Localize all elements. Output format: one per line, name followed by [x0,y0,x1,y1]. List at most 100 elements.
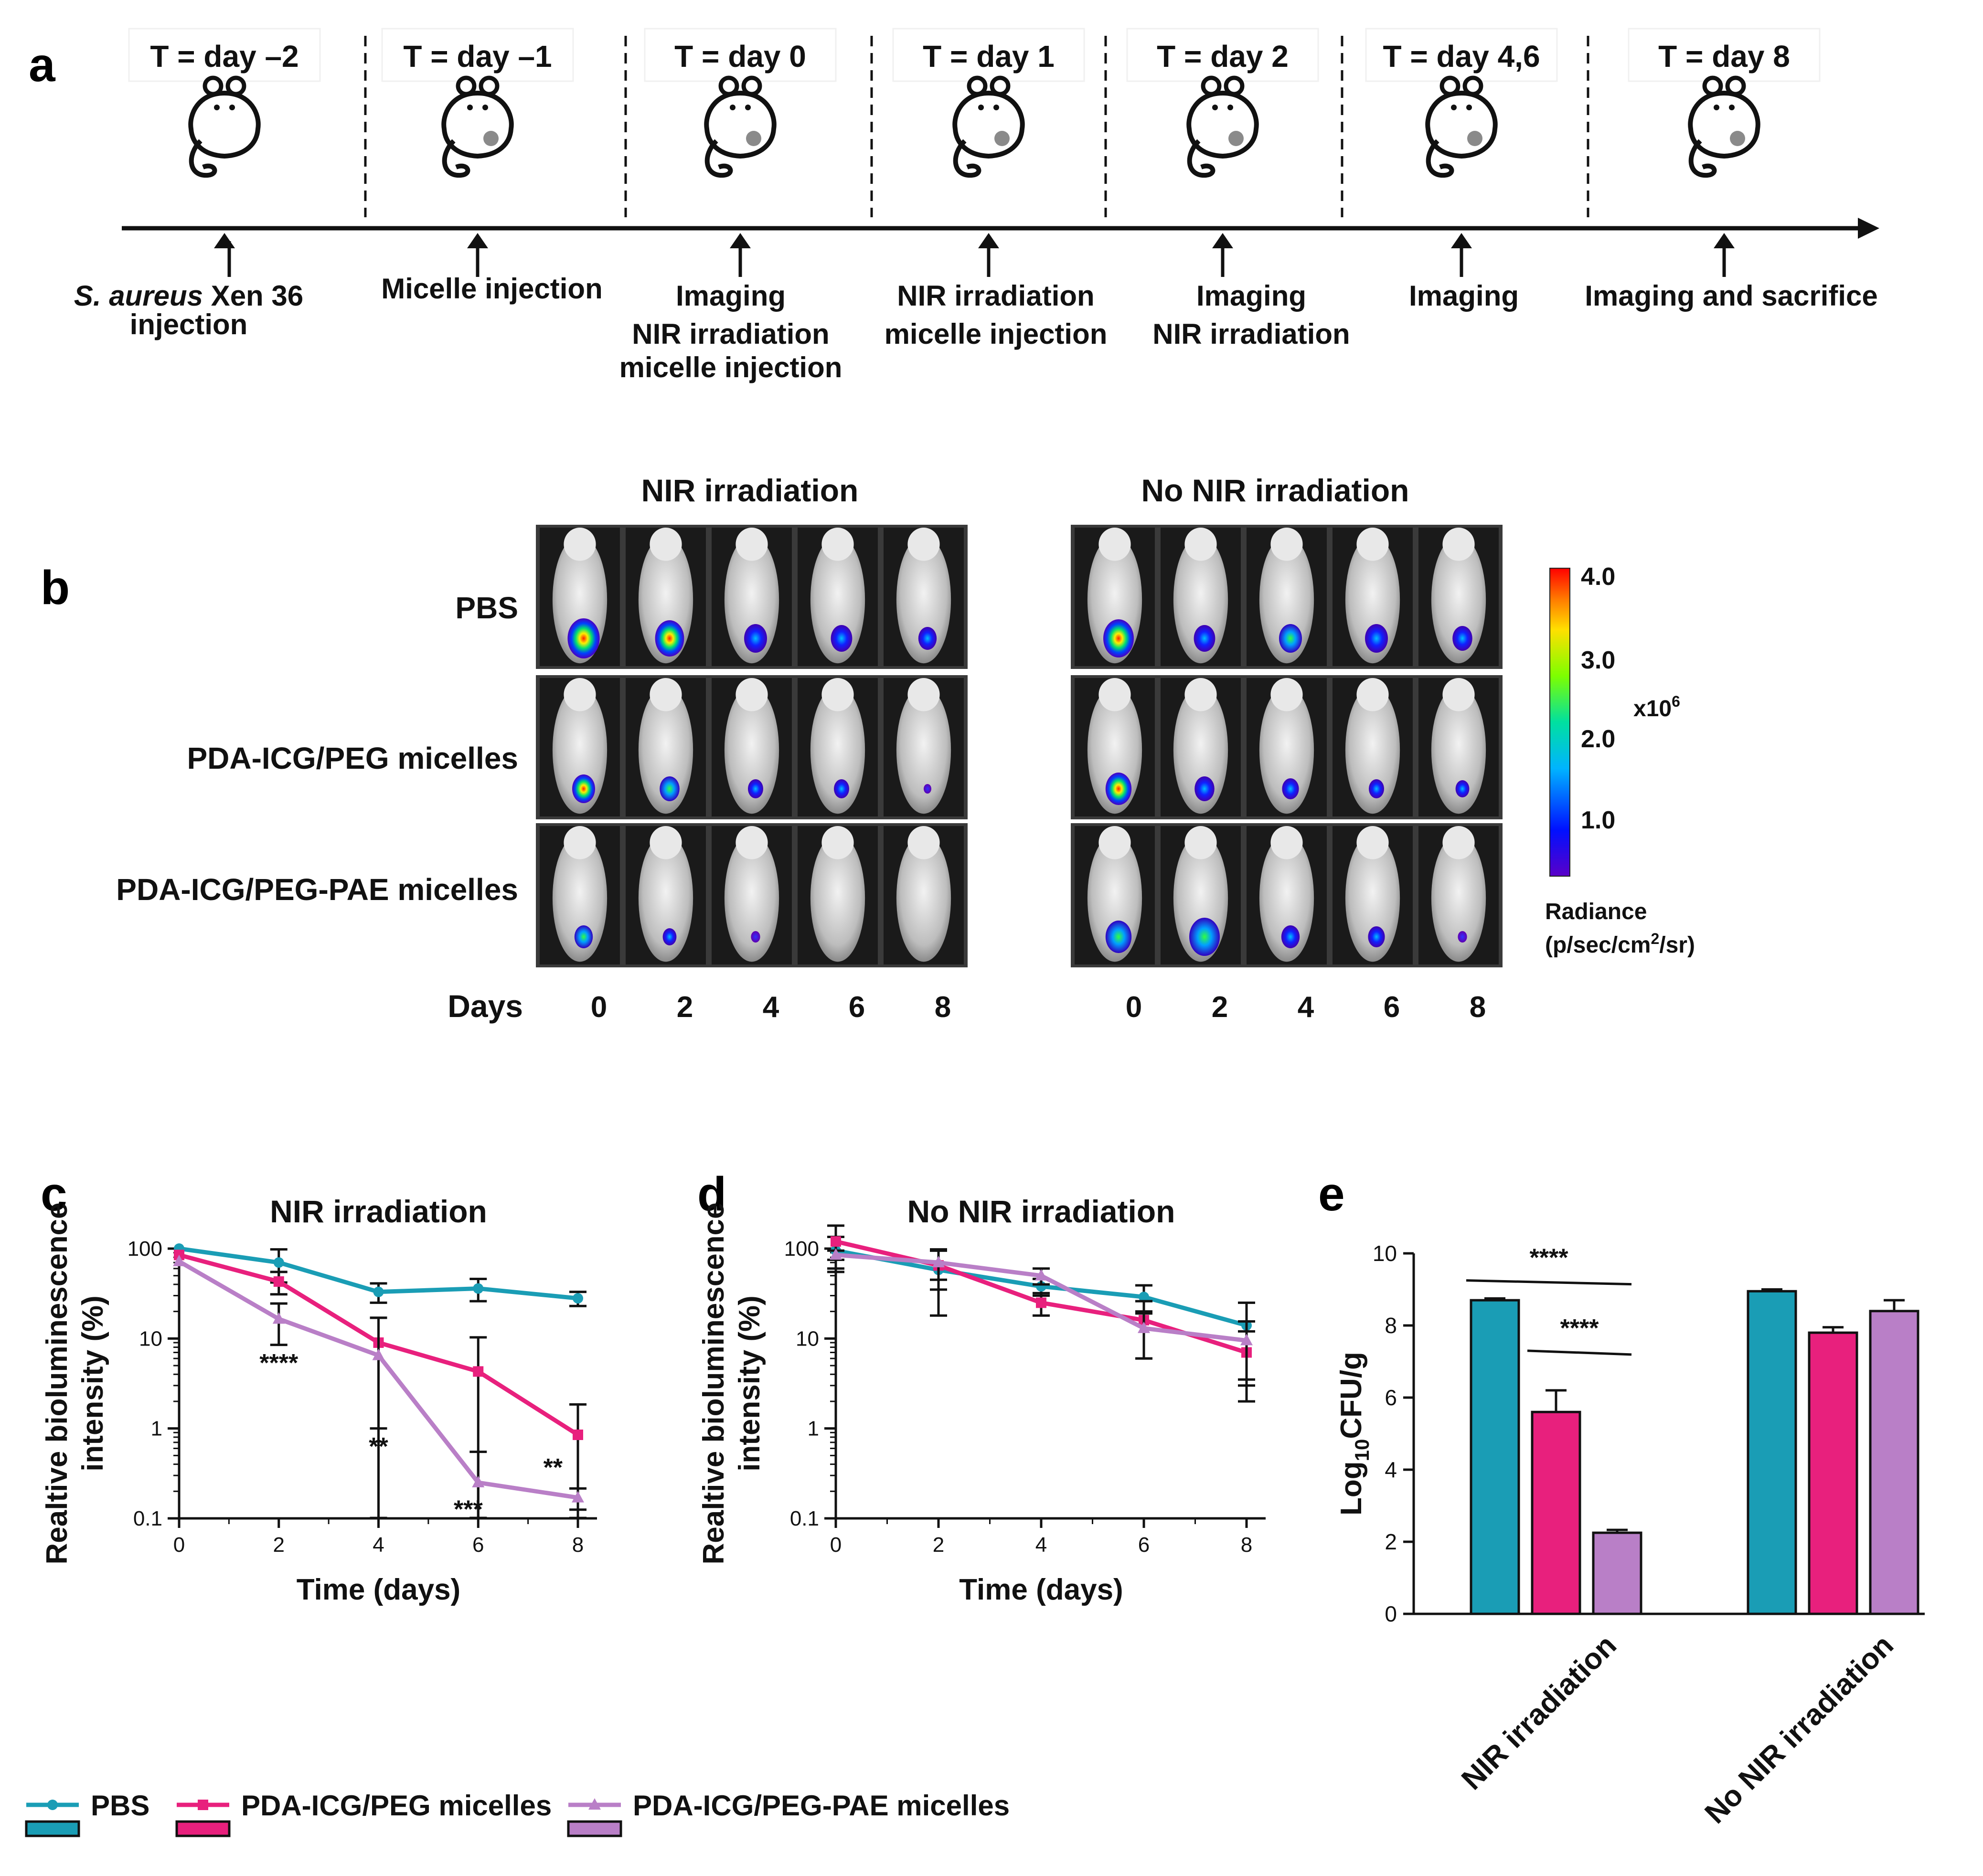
data-point [1138,1321,1150,1333]
x-axis-label: Time (days) [959,1573,1123,1606]
mouse-image [712,678,792,816]
event-label: Imaging [676,280,786,312]
infection-site [1730,131,1745,146]
mouse-silhouette [1259,834,1314,962]
legend-label: PDA-ICG/PEG micelles [241,1790,552,1822]
legend-label: PDA-ICG/PEG-PAE micelles [633,1790,1010,1822]
mouse-icon [1186,75,1259,178]
x-tick-label: 6 [1138,1533,1150,1557]
day-tick-label: 4 [1298,991,1314,1024]
mouse-head [907,528,940,561]
event-label: micelle injection [619,351,842,383]
mouse-tail [1187,139,1215,178]
bioluminescence-signal [748,779,763,798]
event-arrowhead [730,233,751,248]
mouse-image [1333,528,1413,666]
mouse-eye [978,105,984,110]
event-label: NIR irradiation [897,280,1094,312]
data-point [273,1276,284,1287]
bioluminescence-signal [1282,778,1299,799]
data-point [830,1248,842,1260]
colorbar [1549,568,1570,877]
mouse-head [1098,528,1131,561]
mouse-body [704,90,777,159]
y-tick-label: 0.1 [790,1507,819,1530]
timeline-arrowhead [1858,218,1879,239]
mouse-image [1247,678,1327,816]
infection-site [1467,131,1482,146]
mouse-image [1247,826,1327,964]
mouse-image [798,528,878,666]
bioluminescence-signal [744,624,767,653]
day-label: T = day 4,6 [1383,39,1540,74]
data-point [173,1254,185,1266]
y-tick-label: 100 [784,1237,819,1261]
imaging-group-title: NIR irradiation [641,473,859,508]
event-label: injection [130,308,248,340]
legend-swatch [175,1820,231,1837]
mouse-head [564,678,596,711]
mouse-ear [456,75,477,96]
bioluminescence-signal [1458,931,1467,943]
mouse-silhouette [810,834,865,962]
mouse-eye [745,105,751,110]
significance-label: **** [259,1349,299,1377]
mouse-ear [1462,75,1483,96]
mouse-head [1098,826,1131,859]
data-point [1139,1292,1149,1303]
mouse-image [1161,678,1241,816]
bioluminescence-signal [1105,921,1132,953]
event-label: Micelle injection [381,273,602,305]
mouse-silhouette [896,834,951,962]
mouse-body [1425,90,1498,159]
data-point [273,1257,284,1268]
y-tick-label: 2 [1385,1529,1397,1554]
bioluminescence-signal [660,776,680,801]
bar [1592,1531,1642,1615]
x-tick-label: 4 [1035,1533,1047,1557]
mouse-silhouette [1345,834,1400,962]
day-label-box [128,28,321,82]
mouse-image [540,678,620,816]
legend-marker [588,1798,601,1810]
mouse-ear [479,75,500,96]
mouse-silhouette [810,536,865,664]
event-label: Imaging [1196,280,1306,312]
event-arrowhead [978,233,999,248]
mouse-head [821,528,854,561]
bioluminescence-signal [924,784,931,794]
mouse-head [1356,826,1389,859]
timeline: T = day –2 T = day –1 T = day 0 T = day 1 T … [74,28,1879,383]
day-tick-label: 0 [1126,991,1142,1024]
bioluminescence-signal [834,779,849,798]
infection-site [483,131,499,146]
mouse-silhouette [1345,686,1400,814]
mouse-head [1184,826,1217,859]
mouse-head [736,678,768,711]
day-tick-label: 2 [677,991,693,1024]
mouse-image [1075,678,1155,816]
chart-title: NIR irradiation [270,1194,487,1229]
category-label: NIR irradiation [1455,1629,1623,1796]
mouse-eye [1466,105,1472,110]
legend-marker [47,1800,58,1810]
data-point [932,1256,945,1268]
mouse-body [1186,90,1259,159]
day-tick-label: 8 [1470,991,1486,1024]
mouse-head [1442,678,1475,711]
y-tick-label: 100 [128,1237,162,1261]
mouse-image [1418,826,1499,964]
event-arrowhead [1212,233,1233,248]
mouse-silhouette [1431,686,1486,814]
event-label: NIR irradiation [1152,318,1350,350]
mouse-body [1688,90,1760,159]
mouse-eye [467,105,473,110]
mouse-head [1184,528,1217,561]
mouse-ear [718,75,739,96]
mouse-eye [1451,105,1457,110]
bioluminescence-signal [1369,779,1384,798]
day-tick-label: 4 [763,991,779,1024]
mouse-eye [993,105,999,110]
mouse-image [626,528,706,666]
